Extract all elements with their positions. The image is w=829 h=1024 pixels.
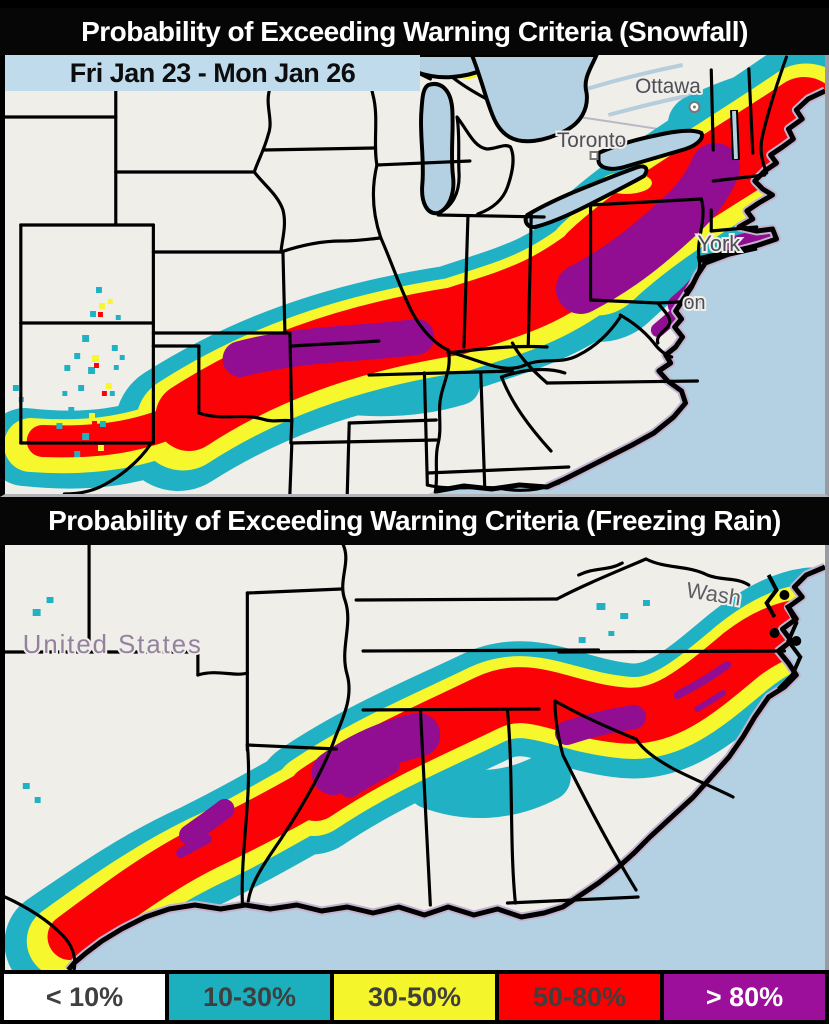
long-island xyxy=(696,243,758,264)
city-labels: Ottawa Toronto York on xyxy=(555,73,742,316)
legend-item-1: 10-30% xyxy=(165,970,334,1024)
lake-huron xyxy=(469,55,599,144)
snowfall-title: Probability of Exceeding Warning Criteri… xyxy=(81,15,748,47)
outer-banks xyxy=(764,574,803,691)
atlantic-gulf-water xyxy=(68,567,825,970)
washington-partial-label: on xyxy=(684,292,706,314)
freezing-rain-title: Probability of Exceeding Warning Criteri… xyxy=(48,505,781,536)
legend-label: > 80% xyxy=(705,981,784,1012)
new-york-label: York xyxy=(697,231,740,256)
great-lakes xyxy=(386,55,740,230)
state-borders xyxy=(5,545,787,970)
freezing-rain-title-bar: Probability of Exceeding Warning Criteri… xyxy=(0,497,829,545)
freezing-rain-map-canvas: United States Wash xyxy=(5,545,825,970)
lake-michigan xyxy=(419,82,456,216)
toronto-label: Toronto xyxy=(557,129,626,152)
snowfall-map: Ottawa Toronto York on Fri Jan 23 - Mon … xyxy=(0,55,829,497)
mountain-snow-speckles xyxy=(8,287,125,486)
legend-item-3: 50-80% xyxy=(495,970,664,1024)
snowfall-title-bar: Probability of Exceeding Warning Criteri… xyxy=(0,8,829,55)
united-states-label: United States xyxy=(23,631,203,659)
state-borders xyxy=(5,55,789,494)
michigan-mitten-outline xyxy=(436,115,515,216)
atlantic-ocean xyxy=(428,91,825,494)
top-border xyxy=(0,0,829,8)
freezing-rain-map: United States Wash xyxy=(0,545,829,970)
date-range-badge: Fri Jan 23 - Mon Jan 26 xyxy=(5,55,420,91)
legend-label: < 10% xyxy=(45,981,124,1012)
ottawa-label: Ottawa xyxy=(635,75,701,98)
stray-teal-speckles xyxy=(22,597,650,803)
probability-legend: < 10% 10-30% 30-50% 50-80% > 80% xyxy=(0,970,829,1024)
coastline xyxy=(66,564,825,970)
lake-ontario xyxy=(596,128,704,171)
date-range: Fri Jan 23 - Mon Jan 26 xyxy=(69,57,356,88)
toronto-marker xyxy=(589,151,599,160)
up-shore xyxy=(450,75,489,101)
legend-item-0: < 10% xyxy=(0,970,169,1024)
legend-label: 50-80% xyxy=(532,981,627,1012)
lake-champlain xyxy=(732,110,738,160)
snowfall-map-canvas: Ottawa Toronto York on xyxy=(5,55,825,494)
legend-item-4: > 80% xyxy=(660,970,829,1024)
legend-label: 30-50% xyxy=(367,981,462,1012)
legend-label: 10-30% xyxy=(202,981,297,1012)
lake-erie xyxy=(523,164,649,230)
legend-item-2: 30-50% xyxy=(330,970,499,1024)
